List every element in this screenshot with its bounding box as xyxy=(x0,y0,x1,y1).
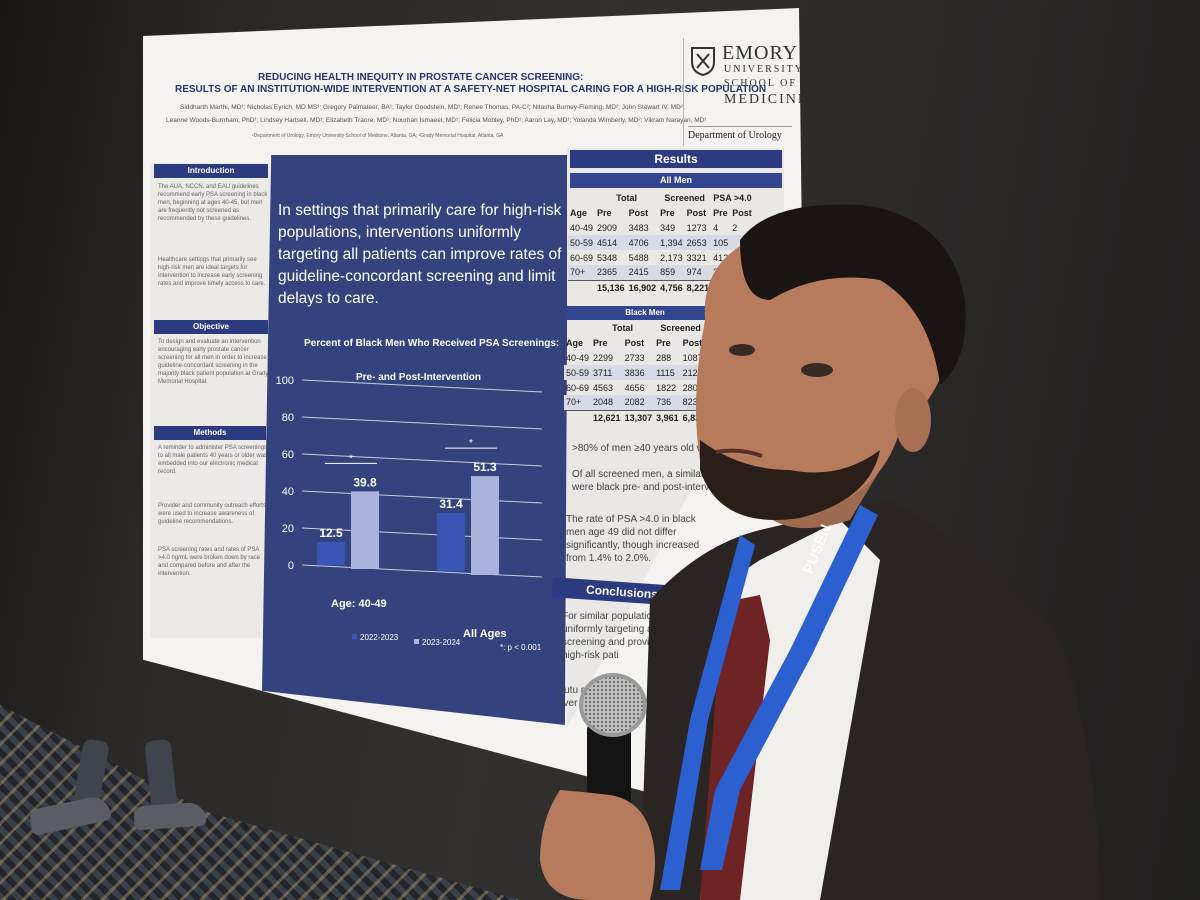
lanyard-icon xyxy=(660,505,878,890)
presenter-head xyxy=(696,204,966,529)
presenter-hand xyxy=(540,790,655,900)
